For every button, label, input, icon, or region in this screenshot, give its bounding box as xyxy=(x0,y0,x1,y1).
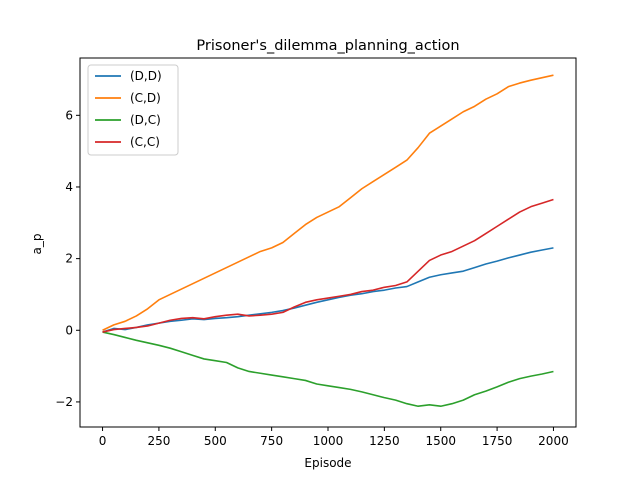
x-tick-label: 1000 xyxy=(313,434,344,448)
x-tick-label: 750 xyxy=(260,434,283,448)
y-axis: −2 0 2 4 6 xyxy=(55,108,80,409)
plot-lines xyxy=(102,74,554,408)
y-tick-label: 2 xyxy=(65,252,73,266)
x-tick-label: 250 xyxy=(147,434,170,448)
x-axis-label: Episode xyxy=(304,456,351,470)
y-tick-label: 0 xyxy=(65,323,73,337)
x-tick-label: 1250 xyxy=(369,434,400,448)
series-line-2 xyxy=(102,331,554,408)
y-tick-label: 4 xyxy=(65,180,73,194)
chart-title: Prisoner's_dilemma_planning_action xyxy=(196,38,459,54)
legend-label: (C,C) xyxy=(130,135,160,149)
x-tick-label: 2000 xyxy=(538,434,569,448)
legend: (D,D) (C,D) (D,C) (C,C) xyxy=(87,64,179,156)
y-tick-label: −2 xyxy=(55,395,73,409)
series-line-1 xyxy=(102,74,554,331)
x-tick-label: 1750 xyxy=(482,434,513,448)
legend-label: (C,D) xyxy=(130,91,161,105)
x-axis: 0 250 500 750 1000 1250 1500 1750 2000 xyxy=(99,427,569,448)
x-tick-label: 1500 xyxy=(425,434,456,448)
legend-label: (D,D) xyxy=(130,69,162,83)
y-tick-label: 6 xyxy=(65,108,73,122)
y-axis-label: a_p xyxy=(30,234,44,255)
x-tick-label: 0 xyxy=(99,434,107,448)
series-line-0 xyxy=(102,247,554,333)
series-line-3 xyxy=(102,198,554,333)
x-tick-label: 500 xyxy=(204,434,227,448)
legend-label: (D,C) xyxy=(130,113,161,127)
legend-box xyxy=(87,64,179,156)
